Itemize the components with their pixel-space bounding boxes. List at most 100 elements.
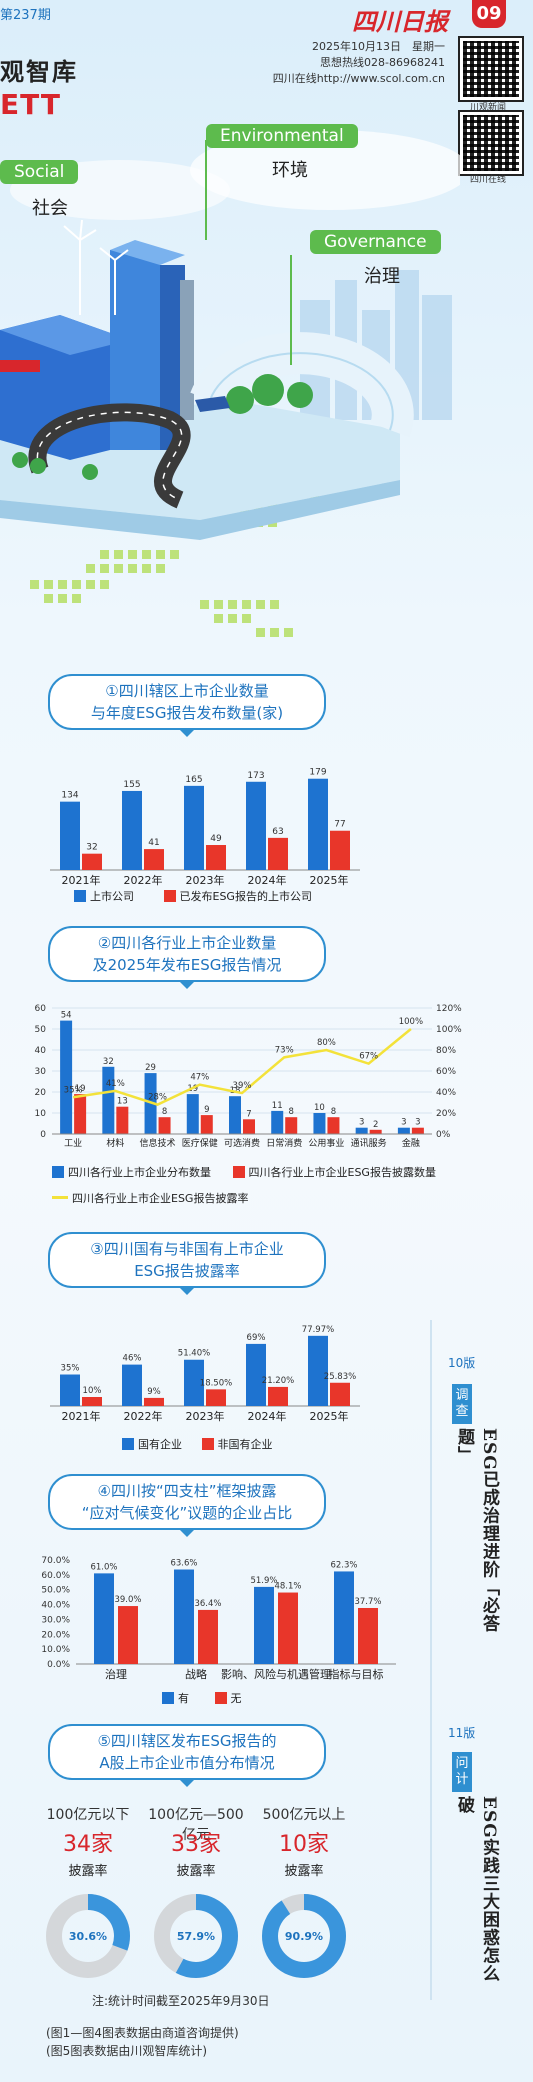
sidebar-tag[interactable]: 调查 (452, 1384, 472, 1424)
brand-mark: ETT (0, 88, 61, 121)
data-label: 77 (334, 820, 345, 830)
y2-tick-label: 100% (436, 1025, 462, 1035)
bar (268, 1386, 288, 1406)
qr-code-icon[interactable] (458, 110, 524, 176)
data-label: 19 (75, 1084, 86, 1094)
environmental-zh: 环境 (272, 160, 308, 181)
y-tick-label: 50.0% (41, 1586, 70, 1596)
y-tick-label: 40.0% (41, 1601, 70, 1611)
chart3-legend: 国有企业 非国有企业 (122, 1436, 273, 1452)
chart-climate-disclosure: 0.0% 10.0% 20.0% 30.0% 40.0% 50.0% 60.0% 70.0% 6… (41, 1556, 396, 1681)
newspaper-name: 四川日报 (352, 7, 448, 36)
data-label: 35% (61, 1364, 80, 1374)
data-label: 165 (185, 775, 202, 785)
data-label: 2 (373, 1120, 378, 1130)
social-zh: 社会 (32, 198, 68, 219)
chart-industry: 0 10 20 30 40 50 60 0% 20% 40% 60% 80% 100% 120% 54 19 工… (35, 1004, 463, 1149)
data-label: 32 (103, 1057, 114, 1067)
data-label: 8 (289, 1107, 294, 1117)
bar (327, 1117, 340, 1134)
sidebar-article-title[interactable]: ESG实践三大困惑怎么破 (454, 1796, 499, 1983)
sidebar-edition: 11版 (448, 1726, 476, 1740)
source-note-1: (图1—图4图表数据由商道咨询提供) (46, 2026, 239, 2040)
data-label: 3 (401, 1118, 406, 1128)
data-label: 39.0% (114, 1595, 141, 1605)
legend-swatch-blue (122, 1438, 134, 1450)
donut-slice (154, 1894, 238, 1978)
data-label: 10 (314, 1103, 325, 1113)
section-2-title: ②四川各行业上市企业数量 及2025年发布ESG报告情况 (48, 926, 326, 989)
x-tick-label: 2025年 (310, 873, 349, 887)
x-tick-label: 2022年 (124, 1409, 163, 1423)
data-label: 134 (61, 791, 78, 801)
data-label: 49 (210, 834, 222, 844)
x-tick-label: 通讯服务 (351, 1137, 387, 1149)
data-label: 69% (247, 1333, 266, 1343)
data-label: 3 (415, 1118, 420, 1128)
bar (174, 1569, 194, 1664)
website[interactable]: 四川在线http://www.scol.com.cn (272, 72, 445, 85)
bar (246, 1343, 266, 1406)
data-label: 48.1% (274, 1582, 301, 1592)
y-tick-label: 0.0% (47, 1660, 70, 1670)
data-label: 25.83% (324, 1372, 356, 1382)
x-tick-label: 2024年 (248, 1409, 287, 1423)
legend-swatch-blue (74, 890, 86, 902)
x-tick-label: 2022年 (124, 873, 163, 887)
x-tick-label: 日常消费 (266, 1137, 302, 1149)
y-tick-label: 10 (35, 1109, 47, 1119)
x-tick-label: 公用事业 (308, 1137, 344, 1149)
data-label: 51.9% (250, 1576, 277, 1586)
chart2-legend-line: 四川各行业上市企业ESG报告披露率 (52, 1190, 248, 1206)
x-tick-label: 治理 (105, 1667, 127, 1681)
page-number: 09 (472, 0, 506, 28)
data-label: 173 (247, 771, 264, 781)
cap-group-count: 33家 (170, 1832, 221, 1857)
data-label: 10% (83, 1386, 102, 1396)
y2-tick-label: 40% (436, 1088, 456, 1098)
cap-group-title: 100亿元以下 (46, 1807, 130, 1823)
data-label: 29 (145, 1063, 156, 1073)
bar (102, 1066, 115, 1134)
data-label: 155 (123, 780, 140, 790)
cap-group-label: 披露率 (284, 1864, 324, 1879)
data-label: 32 (86, 843, 97, 853)
governance-pill: Governance (310, 230, 441, 254)
masthead-title: 观智库 (0, 58, 78, 86)
sidebar-divider (430, 1320, 432, 2000)
data-label: 54 (61, 1011, 72, 1021)
section-5-title: ⑤四川辖区发布ESG报告的 A股上市企业市值分布情况 (48, 1724, 326, 1787)
stat-time-note: 注:统计时间截至2025年9月30日 (92, 1994, 270, 2008)
legend-swatch-red (214, 1692, 227, 1704)
section-3-title: ③四川国有与非国有上市企业 ESG报告披露率 (48, 1232, 326, 1295)
bar (198, 1609, 218, 1664)
rate-label: 47% (190, 1073, 209, 1083)
y-tick-label: 70.0% (41, 1556, 70, 1566)
donut-slice (262, 1894, 346, 1978)
data-label: 36.4% (194, 1599, 221, 1609)
y2-tick-label: 60% (436, 1067, 456, 1077)
x-tick-label: 影响、风险与机遇管理 (221, 1667, 331, 1681)
donut-label: 90.9% (285, 1930, 323, 1943)
bar (60, 801, 80, 870)
source-note-2: (图5图表数据由川观智库统计) (46, 2044, 207, 2058)
legend-swatch-red (163, 890, 176, 902)
rate-label: 100% (399, 1017, 423, 1027)
rate-label: 39% (233, 1081, 252, 1091)
x-tick-label: 可选消费 (224, 1137, 260, 1149)
data-label: 9 (204, 1105, 209, 1115)
data-label: 63.6% (170, 1559, 197, 1569)
x-tick-label: 材料 (106, 1137, 124, 1149)
rate-label: 28% (148, 1093, 167, 1103)
chart1-legend: 上市公司 已发布ESG报告的上市公司 (74, 888, 312, 904)
donut-label: 30.6% (69, 1930, 107, 1943)
bar (60, 1374, 80, 1406)
data-label: 179 (309, 768, 326, 778)
bar (308, 778, 328, 870)
qr-code-icon[interactable] (458, 36, 524, 102)
bar (206, 1389, 226, 1406)
x-tick-label: 2023年 (186, 1409, 225, 1423)
sidebar-tag[interactable]: 问计 (452, 1752, 472, 1792)
y-tick-label: 20.0% (41, 1630, 70, 1640)
sidebar-article-title[interactable]: ESG已成治理进阶「必答题」 (454, 1428, 499, 1633)
